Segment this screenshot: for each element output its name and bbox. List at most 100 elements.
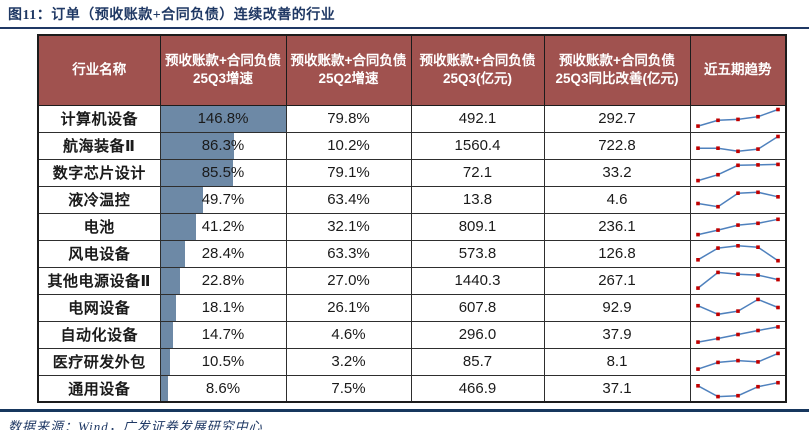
sparkline-marker [775, 258, 780, 263]
sparkline-marker [775, 107, 780, 112]
trend-cell [689, 293, 787, 322]
sparkline-marker [755, 147, 760, 151]
industry-name: 通用设备 [37, 374, 161, 403]
column-header-2: 预收账款+合同负债25Q2增速 [285, 34, 412, 106]
sparkline-marker [695, 303, 700, 308]
column-header-4: 预收账款+合同负债25Q3同比改善(亿元) [543, 34, 691, 106]
q3-growth-cell: 49.7% [159, 185, 287, 214]
q3-growth-cell: 146.8% [159, 104, 287, 133]
trend-sparkline [695, 351, 780, 371]
trend-cell [689, 131, 787, 160]
q3-balance-value: 573.8 [410, 239, 545, 268]
sparkline-marker [755, 384, 760, 389]
sparkline-marker [715, 336, 720, 341]
table-row: 航海装备Ⅱ 86.3% 10.2% 1560.4 722.8 [37, 131, 787, 160]
growth-bar [160, 159, 234, 186]
industry-name: 液冷温控 [37, 185, 161, 214]
table-row: 自动化设备 14.7% 4.6% 296.0 37.9 [37, 320, 787, 349]
table-row: 电池 41.2% 32.1% 809.1 236.1 [37, 212, 787, 241]
q2-growth-value: 26.1% [285, 293, 412, 322]
q3-growth-value: 10.5% [201, 353, 245, 370]
trend-cell [689, 104, 787, 133]
growth-bar [160, 240, 185, 267]
trend-sparkline [695, 380, 780, 399]
q3-balance-value: 85.7 [410, 347, 545, 376]
q3-growth-cell: 28.4% [159, 239, 287, 268]
trend-cell [689, 320, 787, 349]
sparkline-marker [735, 223, 740, 227]
sparkline-marker [715, 204, 720, 209]
sparkline-marker [735, 244, 740, 248]
trend-cell [689, 266, 787, 295]
sparkline-marker [755, 245, 760, 249]
trend-cell [689, 185, 787, 214]
figure-title: 图11：订单（预收账款+合同负债）连续改善的行业 [8, 8, 336, 23]
q2-growth-value: 63.4% [285, 185, 412, 214]
table-row: 风电设备 28.4% 63.3% 573.8 126.8 [37, 239, 787, 268]
q3-balance-value: 492.1 [410, 104, 545, 133]
yoy-improve-value: 8.1 [543, 347, 691, 376]
q3-growth-value: 22.8% [201, 272, 245, 289]
sparkline-marker [715, 228, 720, 232]
industry-name: 电池 [37, 212, 161, 241]
column-header-0: 行业名称 [37, 34, 161, 106]
q3-growth-cell: 86.3% [159, 131, 287, 160]
q2-growth-value: 27.0% [285, 266, 412, 295]
q3-balance-value: 809.1 [410, 212, 545, 241]
q3-growth-cell: 14.7% [159, 320, 287, 349]
q3-growth-cell: 10.5% [159, 347, 287, 376]
table-row: 其他电源设备Ⅱ 22.8% 27.0% 1440.3 267.1 [37, 266, 787, 295]
growth-bar [160, 267, 180, 294]
sparkline-marker [695, 367, 700, 371]
industry-order-table: 行业名称 预收账款+合同负债25Q3增速 预收账款+合同负债25Q2增速 预收账款+合… [37, 34, 787, 403]
trend-cell [689, 158, 787, 187]
sparkline-marker [695, 340, 700, 344]
trend-sparkline [695, 190, 780, 209]
industry-name: 自动化设备 [37, 320, 161, 349]
sparkline-marker [775, 195, 780, 199]
yoy-improve-value: 126.8 [543, 239, 691, 268]
sparkline-marker [775, 351, 780, 356]
q3-balance-value: 607.8 [410, 293, 545, 322]
sparkline-marker [755, 190, 760, 195]
q3-growth-cell: 41.2% [159, 212, 287, 241]
trend-sparkline [695, 270, 780, 290]
q3-growth-value: 85.5% [201, 164, 245, 181]
q2-growth-value: 79.1% [285, 158, 412, 187]
sparkline-marker [775, 305, 780, 310]
growth-bar [160, 213, 196, 240]
sparkline-marker [735, 149, 740, 154]
footer-divider [0, 409, 809, 412]
q3-growth-value: 8.6% [205, 379, 241, 397]
trend-sparkline [695, 244, 780, 263]
growth-bar [160, 294, 176, 321]
sparkline-marker [695, 286, 700, 290]
industry-name: 电网设备 [37, 293, 161, 322]
sparkline-marker [755, 163, 760, 167]
yoy-improve-value: 37.1 [543, 374, 691, 403]
industry-name: 航海装备Ⅱ [37, 131, 161, 160]
trend-sparkline [695, 162, 780, 183]
q3-growth-cell: 8.6% [159, 374, 287, 403]
sparkline-marker [755, 328, 760, 333]
sparkline-marker [755, 273, 760, 277]
sparkline-marker [715, 118, 720, 123]
data-source: 数据来源：Wind，广发证券发展研究中心 [8, 419, 263, 430]
q2-growth-value: 10.2% [285, 131, 412, 160]
q2-growth-value: 4.6% [285, 320, 412, 349]
growth-bar [160, 105, 286, 132]
trend-sparkline [695, 134, 780, 154]
growth-bar [160, 186, 203, 213]
sparkline-marker [775, 162, 780, 167]
q2-growth-value: 79.8% [285, 104, 412, 133]
q3-growth-value: 28.4% [201, 245, 245, 262]
sparkline-marker [755, 114, 760, 119]
sparkline-marker [715, 172, 720, 177]
q3-balance-value: 13.8 [410, 185, 545, 214]
sparkline-marker [755, 297, 760, 302]
industry-name: 医疗研发外包 [37, 347, 161, 376]
yoy-improve-value: 33.2 [543, 158, 691, 187]
sparkline-marker [695, 258, 700, 262]
q3-growth-cell: 85.5% [159, 158, 287, 187]
sparkline-marker [695, 383, 700, 388]
